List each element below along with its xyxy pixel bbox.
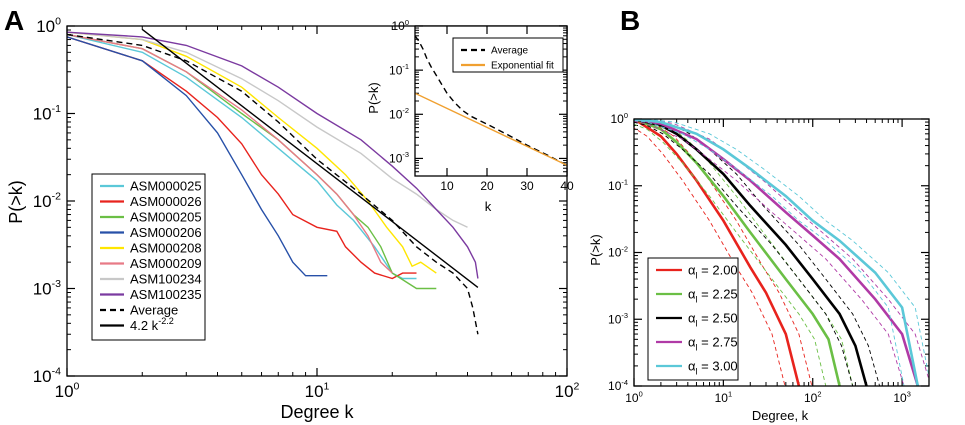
inset-y-tick-label: 10-3 <box>389 150 409 165</box>
panel-a-legend-label: ASM100235 <box>130 287 202 302</box>
chart-panel-b: Degree, k P(>k) 100 101 102 103 100 10-1 10-2 1… <box>588 111 930 423</box>
inset-x-tick-label: 30 <box>520 179 534 193</box>
panel-label-b: B <box>620 5 640 36</box>
panel-b-y-tick-label: 10-2 <box>608 244 628 259</box>
inset-x-tick-label: 10 <box>440 179 454 193</box>
inset-x-tick-label: 40 <box>560 179 574 193</box>
inset-series-line-2 <box>415 92 567 166</box>
inset-y-axis-label: P(>k) <box>366 82 381 113</box>
inset-legend-label: Exponential fit <box>491 61 554 72</box>
panel-a-y-tick-label: 10-3 <box>33 278 61 299</box>
panel-a-series-line-4 <box>67 36 328 277</box>
panel-a-series-line-2 <box>67 36 417 280</box>
panel-a-legend-label: ASM000205 <box>130 210 202 225</box>
panel-b-realization-line-3 <box>634 121 854 386</box>
panel-label-a: A <box>4 5 24 36</box>
panel-b-x-tick-label: 103 <box>893 390 911 405</box>
panel-b-series-line-1 <box>634 119 801 386</box>
panel-a-series-line-9 <box>67 33 479 335</box>
panel-b-x-tick-label: 101 <box>715 390 733 405</box>
panel-a-series-line-10 <box>141 28 479 288</box>
panel-b-legend-label: αl = 2.25 <box>688 287 738 305</box>
inset-x-tick-label: 20 <box>480 179 494 193</box>
panel-a-series-line-6 <box>67 33 393 274</box>
panel-b-legend-label: αl = 2.50 <box>688 311 738 329</box>
panel-a-y-tick-label: 10-1 <box>33 103 61 124</box>
panel-b-y-tick-label: 100 <box>611 111 629 126</box>
panel-a-x-tick-label: 100 <box>55 380 80 401</box>
panel-a-y-axis-label: P(>k) <box>6 180 26 224</box>
panel-a-legend-label: ASM100234 <box>130 272 202 287</box>
panel-a-plot-frame <box>66 25 568 377</box>
panel-a-series-line-5 <box>67 31 437 274</box>
panel-a-x-tick-label: 101 <box>305 380 330 401</box>
inset-y-tick-label: 10-2 <box>389 106 409 121</box>
panel-a-legend-label: Average <box>130 303 178 318</box>
panel-a-x-axis-label: Degree k <box>280 402 354 422</box>
panel-a-legend-label: ASM000208 <box>130 241 202 256</box>
inset-series-group <box>415 35 567 166</box>
panel-b-series-line-4 <box>634 119 920 386</box>
panel-b-realization-line-2 <box>634 123 827 386</box>
panel-a-y-tick-label: 100 <box>36 15 61 36</box>
panel-a-legend-label: ASM000206 <box>130 225 202 240</box>
inset-x-axis-label: k <box>485 199 492 214</box>
panel-a-series-line-8 <box>67 31 479 279</box>
inset-series-line-1 <box>415 35 567 166</box>
panel-a-legend-label: ASM000025 <box>130 179 202 194</box>
panel-b-legend-label: αl = 2.75 <box>688 335 738 353</box>
panel-a-y-tick-label: 10-2 <box>33 190 61 211</box>
panel-b-legend-label: αl = 2.00 <box>688 263 738 281</box>
panel-a-legend-label: ASM000209 <box>130 256 202 271</box>
panel-b-series-line-3 <box>634 119 868 386</box>
panel-b-series-line-2 <box>634 119 841 386</box>
panel-b-y-axis-label: P(>k) <box>588 234 603 265</box>
panel-a-series-line-7 <box>67 31 468 228</box>
inset-plot-frame <box>414 25 568 177</box>
panel-a-legend-label: 4.2 k-2.2 <box>130 316 174 333</box>
panel-b-realization-line-5 <box>634 120 905 386</box>
panel-b-series-line-5 <box>634 119 920 386</box>
panel-b-x-axis-label: Degree, k <box>752 408 809 423</box>
inset-y-tick-label: 10-1 <box>389 62 409 77</box>
panel-b-series-group <box>634 119 929 386</box>
inset-legend-label: Average <box>491 46 529 57</box>
panel-b-legend-label: αl = 3.00 <box>688 359 738 377</box>
panel-a-x-tick-label: 102 <box>555 380 580 401</box>
panel-a-series-group <box>67 28 479 335</box>
panel-b-x-tick-label: 100 <box>625 390 643 405</box>
inset-legend-box <box>452 37 564 73</box>
inset-y-tick-label: 100 <box>392 18 410 33</box>
panel-b-x-tick-label: 102 <box>804 390 822 405</box>
panel-b-realization-line-5 <box>647 119 929 379</box>
panel-b-realization-line-2 <box>646 119 854 386</box>
panel-b-realization-line-3 <box>646 119 881 386</box>
panel-b-plot-frame <box>633 118 930 387</box>
panel-b-y-tick-label: 10-4 <box>608 378 628 393</box>
panel-b-y-tick-label: 10-3 <box>608 311 628 326</box>
chart-panel-a: Degree k P(>k) 100 101 102 100 10-1 10-2 10-3 1… <box>6 15 580 422</box>
chart-panel-inset: k P(>k) 10 20 30 40 100 10-1 10-2 10-3 Average Ex… <box>366 18 574 214</box>
panel-b-y-tick-label: 10-1 <box>608 178 628 193</box>
panel-a-y-tick-label: 10-4 <box>33 365 61 386</box>
panel-a-legend-label: ASM000026 <box>130 194 202 209</box>
